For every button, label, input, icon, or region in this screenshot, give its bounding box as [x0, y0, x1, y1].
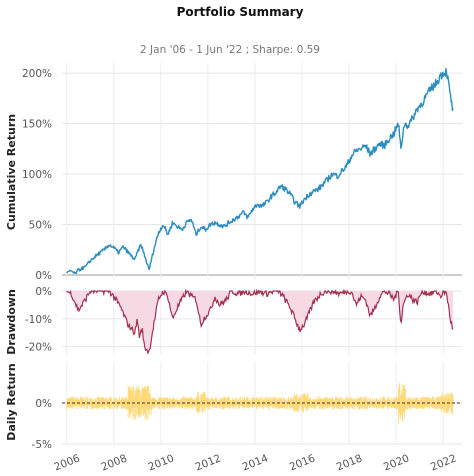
cumulative-return-line: [66, 67, 454, 275]
daily-ytick-label: -5%: [32, 439, 52, 451]
daily-return-panel: [62, 382, 462, 425]
cum-ytick-label: 150%: [22, 119, 52, 131]
cum-ytick-label: 100%: [22, 169, 52, 181]
chart-title: Portfolio Summary: [177, 5, 304, 19]
chart-subtitle: 2 Jan '06 - 1 Jun '22 ; Sharpe: 0.59: [140, 44, 320, 56]
dd-ytick-label: -20%: [25, 342, 52, 354]
cum-ytick-label: 50%: [29, 219, 52, 231]
drawdown-panel: [66, 288, 454, 355]
daily-ytick-label: 0%: [35, 398, 52, 410]
daily-return-ylabel: Daily Return: [5, 363, 18, 440]
drawdown-line: [66, 288, 454, 355]
cum-ytick-label: 0%: [35, 270, 52, 282]
cumulative-return-ylabel: Cumulative Return: [5, 114, 18, 230]
dd-ytick-label: -10%: [25, 314, 52, 326]
dd-ytick-label: 0%: [35, 286, 52, 298]
cum-ytick-label: 200%: [22, 68, 52, 80]
drawdown-area: [66, 291, 454, 354]
drawdown-ylabel: Drawdown: [5, 289, 18, 355]
cumulative-return-panel: [66, 67, 454, 275]
